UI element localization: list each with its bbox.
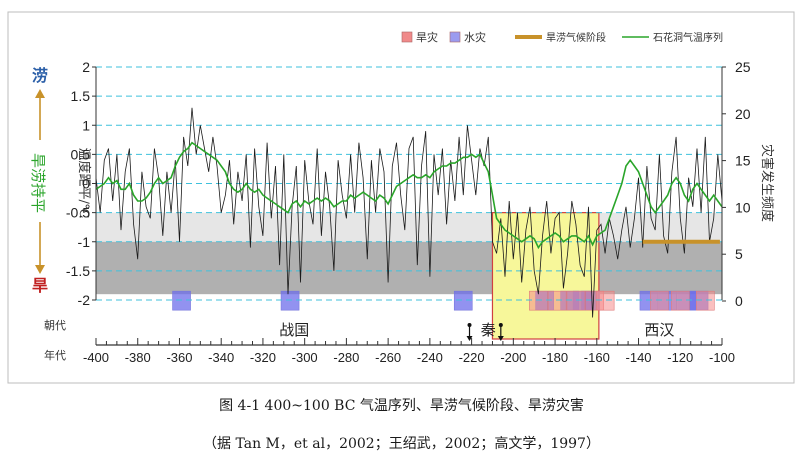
drought-label: 旱 [32, 276, 48, 295]
left-tick-label: 0.5 [71, 146, 91, 162]
figure-source: （据 Tan M，et al，2002；王绍武，2002；高文学，1997） [203, 436, 600, 452]
dynasty-marker-dot-0 [467, 323, 472, 327]
x-tick-label: -160 [584, 350, 610, 365]
left-tick-label: 1.5 [71, 88, 91, 104]
x-tick-label: -220 [459, 350, 485, 365]
right-tick-label: 15 [735, 153, 751, 169]
legend-label-0: 旱灾 [416, 30, 438, 44]
x-tick-label: -340 [208, 350, 234, 365]
left-tick-label: -1 [78, 234, 91, 250]
right-tick-label: 10 [735, 199, 751, 215]
x-tick-label: -380 [125, 350, 151, 365]
right-tick-label: 0 [735, 293, 743, 309]
legend-label-2: 旱涝气候阶段 [546, 31, 606, 44]
drought-disaster-5 [650, 290, 669, 311]
x-tick-label: -140 [626, 350, 652, 365]
x-tick-label: -240 [417, 350, 443, 365]
flood-disaster-2 [453, 290, 473, 311]
flood-disaster-1 [280, 290, 300, 311]
dynasty-row-label: 朝代 [44, 319, 66, 332]
dynasty-marker-dot-1 [498, 323, 503, 327]
x-tick-label: -200 [500, 350, 526, 365]
left-tick-label: -2 [78, 292, 91, 308]
left-tick-label: -1.5 [66, 263, 90, 279]
dynasty-name-1: 秦 [481, 321, 496, 339]
right-tick-label: 25 [735, 59, 751, 75]
legend-swatch-1 [449, 31, 461, 43]
up-arrow-head [35, 89, 45, 98]
left-tick-label: -0.5 [66, 205, 90, 221]
flood-label: 涝 [32, 66, 48, 85]
climate-band-0 [96, 212, 722, 242]
figure-caption: 图 4-1 400~100 BC 气温序列、旱涝气候阶段、旱涝灾害 [219, 398, 584, 414]
dynasty-marker-arrow-1 [497, 336, 504, 341]
drought-disaster-2 [566, 290, 586, 311]
left-tick-label: 2 [82, 59, 90, 75]
legend-label-3: 石花洞气温序列 [653, 31, 723, 44]
left-tick-label: 0 [82, 176, 90, 192]
x-tick-label: -320 [250, 350, 276, 365]
down-arrow-head [35, 265, 45, 274]
right-axis-title: 灾害发生频度 [759, 144, 775, 222]
x-tick-label: -400 [83, 350, 109, 365]
x-tick-label: -120 [667, 350, 693, 365]
temperature-smooth-line [95, 141, 723, 250]
climate-band-1 [96, 241, 722, 295]
right-tick-label: 5 [735, 246, 743, 262]
dynasty-marker-arrow-0 [466, 336, 473, 341]
balance-label: 旱涝持平 [29, 153, 47, 213]
left-axis-title: 温度距平/℃ [76, 148, 92, 219]
dynasty-name-0: 战国 [279, 321, 309, 339]
year-row-label: 年代 [44, 348, 66, 362]
x-tick-label: -360 [166, 350, 192, 365]
drought-disaster-6 [670, 290, 690, 311]
x-tick-label: -180 [542, 350, 568, 365]
legend-swatch-0 [401, 31, 413, 43]
x-tick-label: -100 [709, 350, 735, 365]
x-tick-label: -260 [375, 350, 401, 365]
x-tick-label: -300 [292, 350, 318, 365]
legend-label-1: 水灾 [464, 30, 486, 44]
drought-disaster-4 [595, 290, 615, 311]
left-tick-label: 1 [82, 117, 90, 133]
drought-disaster-7 [696, 290, 715, 311]
flood-disaster-0 [172, 290, 191, 311]
x-tick-label: -280 [333, 350, 359, 365]
temperature-raw-line [95, 107, 723, 318]
dynasty-name-2: 西汉 [644, 321, 674, 339]
right-tick-label: 20 [735, 106, 751, 122]
drought-disaster-1 [547, 290, 567, 311]
